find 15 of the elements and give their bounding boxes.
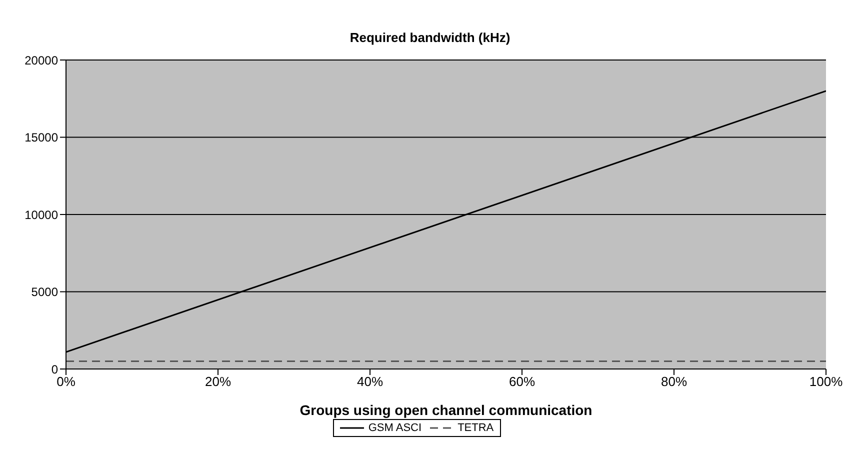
x-tick-label: 40%	[356, 374, 384, 390]
x-tick-label: 60%	[508, 374, 536, 390]
y-tick-label: 0	[51, 362, 58, 376]
legend-label: GSM ASCI	[367, 422, 422, 434]
y-tick-label: 15000	[24, 130, 58, 145]
legend-label: TETRA	[456, 422, 494, 434]
chart-title: Required bandwidth (kHz)	[348, 29, 512, 47]
x-tick-label: 0%	[56, 374, 76, 390]
x-axis-title: Groups using open channel communication	[300, 402, 592, 418]
x-tick-label: 20%	[204, 374, 232, 390]
y-tick-label: 20000	[24, 53, 58, 68]
y-tick-label: 10000	[24, 208, 58, 222]
y-tick-label: 5000	[31, 285, 58, 300]
x-tick-label: 80%	[660, 374, 688, 390]
x-tick-label: 100%	[809, 374, 844, 390]
